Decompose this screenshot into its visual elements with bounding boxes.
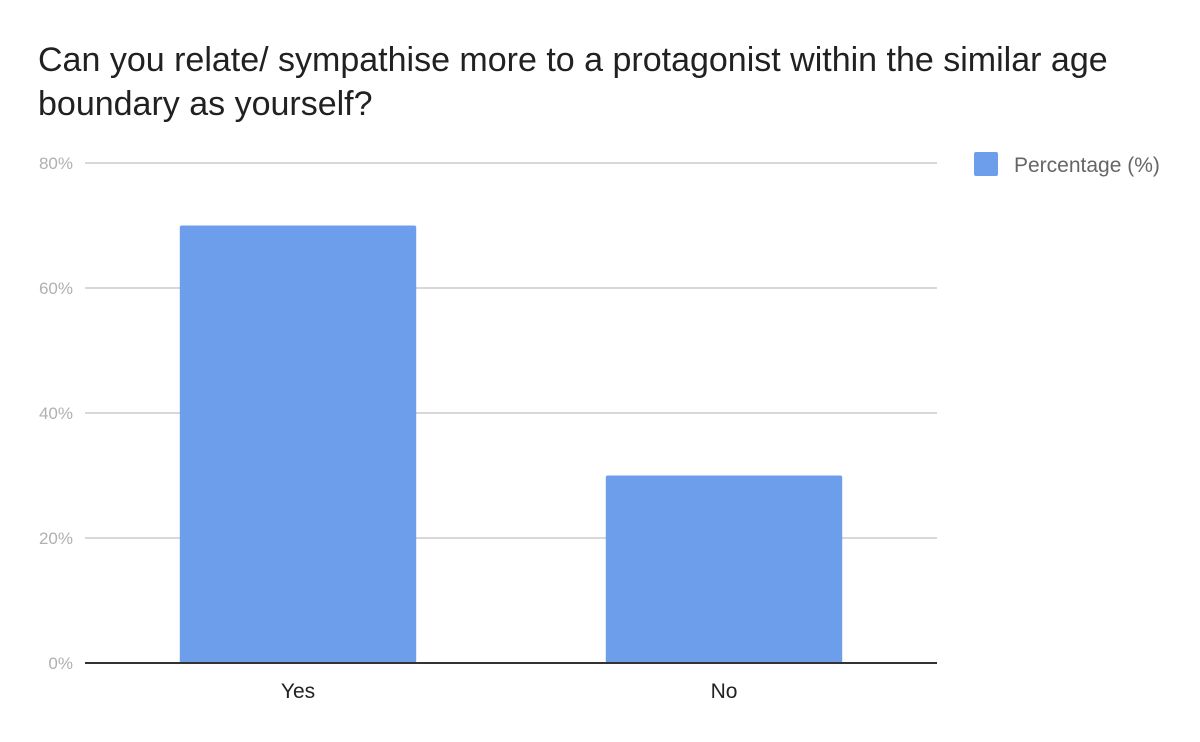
x-category-label: Yes <box>281 680 315 703</box>
chart-title: Can you relate/ sympathise more to a pro… <box>38 41 1108 123</box>
y-axis-ticks: 0% 20% 40% 60% 80% <box>39 154 73 673</box>
legend: Percentage (%) <box>974 152 1160 177</box>
legend-swatch <box>974 152 998 176</box>
x-category-label: No <box>711 680 738 703</box>
bars <box>179 225 843 663</box>
legend-label: Percentage (%) <box>1014 154 1160 177</box>
bar-yes <box>179 225 417 663</box>
bar-no <box>605 475 843 663</box>
y-tick-label: 40% <box>39 404 73 423</box>
y-tick-label: 60% <box>39 279 73 298</box>
y-tick-label: 0% <box>48 654 73 673</box>
y-tick-label: 80% <box>39 154 73 173</box>
y-tick-label: 20% <box>39 529 73 548</box>
x-axis-categories: Yes No <box>281 680 738 703</box>
